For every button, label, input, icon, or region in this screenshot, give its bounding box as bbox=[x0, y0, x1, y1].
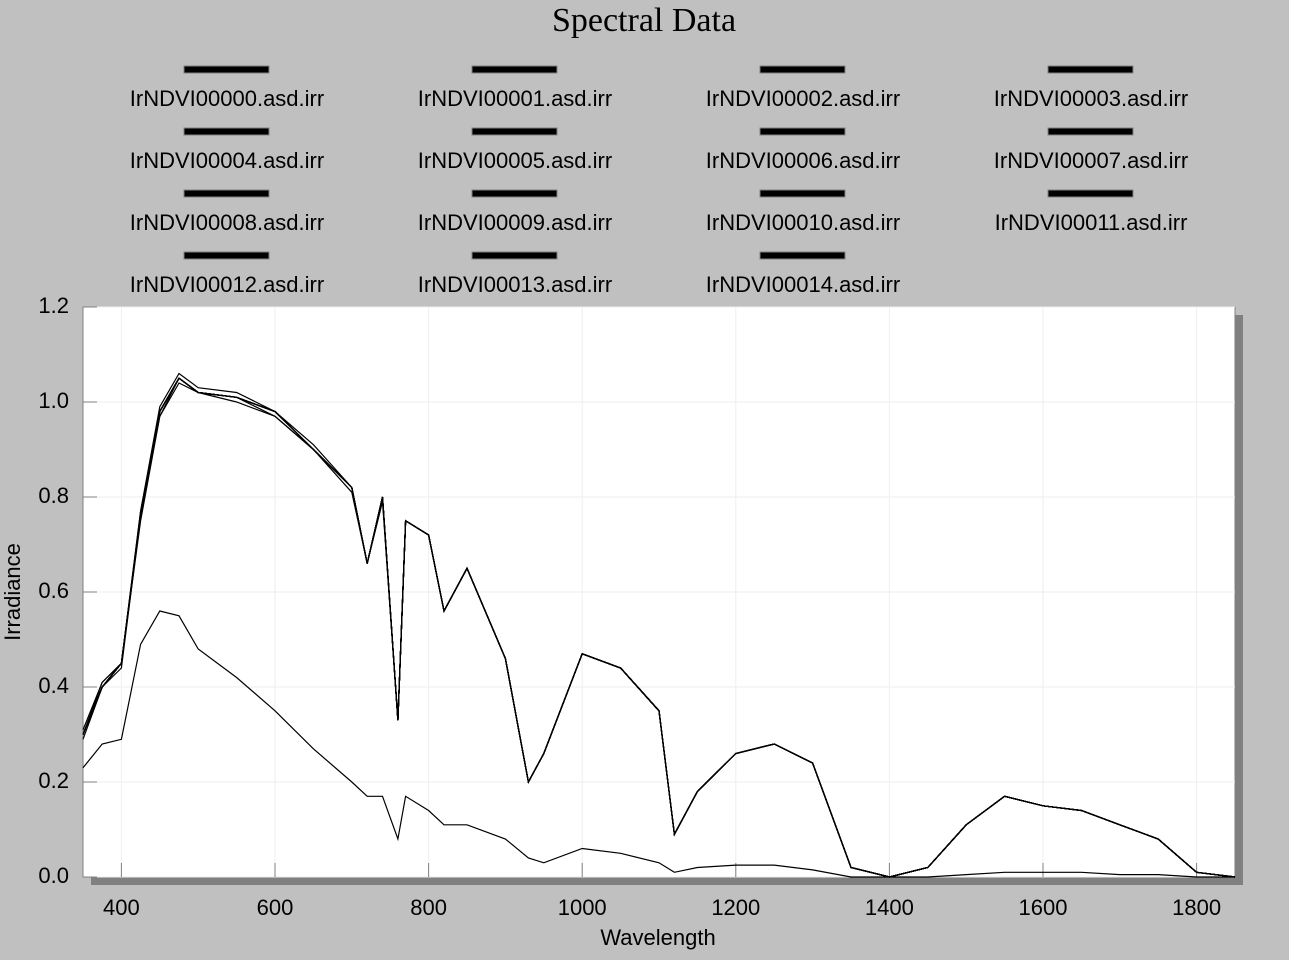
legend-swatch bbox=[759, 65, 846, 74]
legend-label: IrNDVI00010.asd.irr bbox=[706, 210, 900, 235]
legend-label: IrNDVI00007.asd.irr bbox=[994, 148, 1188, 173]
y-tick-label: 1.2 bbox=[38, 293, 69, 318]
x-tick-label: 800 bbox=[410, 895, 447, 920]
legend-label: IrNDVI00003.asd.irr bbox=[994, 86, 1188, 111]
x-tick-label: 600 bbox=[257, 895, 294, 920]
x-tick-label: 1200 bbox=[711, 895, 760, 920]
legend-label: IrNDVI00013.asd.irr bbox=[418, 272, 612, 297]
y-tick-label: 0.0 bbox=[38, 863, 69, 888]
x-axis-label: Wavelength bbox=[600, 925, 715, 950]
x-tick-label: 1800 bbox=[1172, 895, 1221, 920]
legend-swatch bbox=[759, 251, 846, 260]
legend-label: IrNDVI00006.asd.irr bbox=[706, 148, 900, 173]
x-tick-label: 1000 bbox=[558, 895, 607, 920]
y-axis-label: Irradiance bbox=[0, 543, 25, 641]
series-line bbox=[82, 610, 1235, 878]
legend-label: IrNDVI00000.asd.irr bbox=[130, 86, 324, 111]
legend-swatch bbox=[1047, 127, 1134, 136]
legend-swatch bbox=[471, 127, 558, 136]
legend-swatch bbox=[759, 127, 846, 136]
legend-swatch bbox=[759, 189, 846, 198]
legend-label: IrNDVI00011.asd.irr bbox=[995, 210, 1188, 235]
legend-swatch bbox=[471, 189, 558, 198]
legend-label: IrNDVI00001.asd.irr bbox=[418, 86, 612, 111]
legend-swatch bbox=[183, 65, 270, 74]
legend-swatch bbox=[183, 189, 270, 198]
legend-swatch bbox=[471, 65, 558, 74]
y-tick-label: 0.2 bbox=[38, 768, 69, 793]
legend-label: IrNDVI00014.asd.irr bbox=[706, 272, 900, 297]
y-tick-label: 1.0 bbox=[38, 388, 69, 413]
x-tick-label: 1400 bbox=[865, 895, 914, 920]
legend-swatch bbox=[183, 127, 270, 136]
legend-swatch bbox=[183, 251, 270, 260]
x-tick-label: 400 bbox=[103, 895, 140, 920]
y-tick-label: 0.4 bbox=[38, 673, 69, 698]
y-tick-label: 0.6 bbox=[38, 578, 69, 603]
legend-label: IrNDVI00002.asd.irr bbox=[706, 86, 900, 111]
legend-label: IrNDVI00009.asd.irr bbox=[418, 210, 612, 235]
chart-title: Spectral Data bbox=[552, 2, 736, 39]
legend-swatch bbox=[1047, 189, 1134, 198]
legend-label: IrNDVI00004.asd.irr bbox=[130, 148, 324, 173]
x-tick-label: 1600 bbox=[1019, 895, 1068, 920]
legend-label: IrNDVI00005.asd.irr bbox=[418, 148, 612, 173]
y-tick-label: 0.8 bbox=[38, 483, 69, 508]
legend-label: IrNDVI00008.asd.irr bbox=[130, 210, 324, 235]
legend-swatch bbox=[471, 251, 558, 260]
legend-swatch bbox=[1047, 65, 1134, 74]
series-line bbox=[82, 377, 1236, 878]
legend-label: IrNDVI00012.asd.irr bbox=[130, 272, 324, 297]
